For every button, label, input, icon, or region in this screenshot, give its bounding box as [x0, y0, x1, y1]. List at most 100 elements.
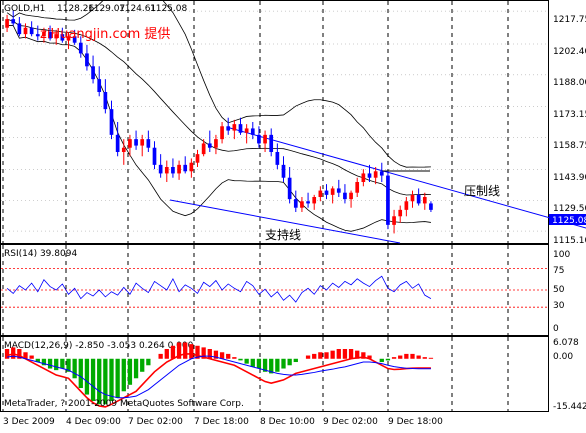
- candle-body: [11, 19, 16, 24]
- current-price-label: 1125.08: [552, 216, 586, 226]
- candle-body: [140, 139, 145, 146]
- candle-body: [293, 199, 298, 208]
- candle-body: [336, 188, 341, 193]
- candle-body: [97, 79, 102, 92]
- candle-body: [269, 134, 274, 152]
- candle-body: [78, 42, 83, 54]
- candle-body: [158, 164, 163, 174]
- candle-body: [189, 162, 194, 172]
- macd-pane-border: [0, 336, 549, 412]
- candle-body: [183, 164, 188, 172]
- candle-body: [306, 201, 310, 204]
- candle-body: [109, 109, 114, 135]
- y-tick-label: 1158.75: [553, 141, 586, 151]
- candle-body: [300, 201, 304, 208]
- rsi-line-path: [6, 275, 432, 303]
- bollinger-upper-line: [6, 0, 431, 168]
- rsi-tick-label: 100: [553, 250, 570, 260]
- candle-body: [257, 134, 261, 144]
- macd-signal-line: [6, 355, 431, 399]
- x-tick-label: 3 Dec 2009: [3, 417, 55, 427]
- bollinger-middle-line: [6, 18, 431, 196]
- time-axis: 3 Dec 2009 4 Dec 09:00 7 Dec 02:00 7 Dec…: [3, 417, 443, 427]
- candle-body: [5, 19, 9, 28]
- candlesticks: [5, 10, 433, 234]
- candle-body: [134, 139, 138, 146]
- candle-body: [177, 164, 181, 174]
- candle-body: [379, 171, 384, 176]
- y-tick-label: 1129.50: [553, 204, 586, 214]
- candle-body: [103, 92, 108, 110]
- candle-body: [422, 197, 427, 204]
- candle-body: [404, 201, 409, 210]
- rsi-axis: 100 75 50 30 0: [553, 250, 570, 334]
- candle-body: [312, 197, 317, 204]
- rsi-pane-border: [0, 244, 549, 336]
- candle-body: [226, 126, 231, 131]
- candle-body: [91, 66, 95, 80]
- candle-body: [263, 134, 267, 144]
- candle-body: [392, 216, 396, 225]
- resistance-label: 压制线: [464, 184, 500, 198]
- candle-body: [410, 194, 415, 202]
- rsi-tick-label: 0: [553, 324, 559, 334]
- price-axis: 1217.75 1202.40 1188.00 1173.15 1158.75 …: [553, 15, 586, 246]
- rsi-levels: [1, 268, 548, 308]
- x-tick-label: 4 Dec 09:00: [66, 417, 121, 427]
- y-tick-label: 1115.10: [553, 236, 586, 246]
- candle-body: [214, 139, 218, 148]
- current-price-box: [549, 214, 586, 225]
- x-tick-label: 7 Dec 02:00: [128, 417, 183, 427]
- copyright: MetaTrader, ? 2001-2009 MetaQuotes Softw…: [4, 399, 244, 409]
- candle-body: [146, 139, 151, 148]
- candle-body: [164, 167, 169, 174]
- candle-body: [429, 203, 433, 210]
- bollinger-bands: [6, 0, 431, 232]
- candle-body: [330, 188, 335, 195]
- y-tick-label: 1188.00: [553, 78, 586, 88]
- macd-tick-label: 0.00: [553, 352, 573, 362]
- candle-body: [23, 27, 28, 35]
- candle-body: [60, 34, 65, 41]
- rsi-tick-label: 30: [553, 301, 565, 311]
- candle-body: [121, 147, 126, 152]
- x-tick-label: 8 Dec 10:00: [260, 417, 315, 427]
- support-trendline: [169, 199, 401, 244]
- candle-body: [287, 177, 292, 200]
- macd-main-line: [6, 353, 431, 408]
- rsi-tick-label: 75: [553, 266, 564, 276]
- candle-body: [207, 143, 212, 148]
- open-value: 1128.26: [57, 4, 94, 14]
- low-value: 1124.61: [119, 4, 156, 14]
- grid-layer: [1, 1, 548, 411]
- macd-label: MACD(12,26,9) -2.850 -3.053 0.264 0.000: [4, 341, 194, 351]
- macd-axis: 6.078 0.00 -15.442: [553, 338, 586, 412]
- candle-body: [361, 173, 366, 182]
- symbol-timeframe: GOLD,H1: [4, 4, 45, 14]
- candle-body: [72, 36, 77, 43]
- rsi-tick-label: 50: [553, 285, 565, 295]
- candle-body: [54, 34, 59, 39]
- y-tick-label: 1202.40: [553, 47, 586, 57]
- candle-body: [195, 154, 200, 163]
- price-pane-border: [0, 0, 549, 244]
- y-tick-label: 1217.75: [553, 15, 586, 25]
- candle-body: [386, 175, 390, 225]
- candle-body: [232, 124, 237, 131]
- bollinger-lower-line: [7, 25, 431, 232]
- candle-body: [373, 171, 378, 178]
- candle-body: [281, 164, 286, 178]
- rsi-line: [6, 275, 432, 303]
- price-header: GOLD,H1 1128.26 1129.07 1124.61 1125.08: [4, 4, 187, 14]
- rsi-label: RSI(14) 39.8094: [4, 249, 77, 259]
- candle-body: [17, 23, 22, 35]
- x-tick-label: 9 Dec 02:00: [323, 417, 378, 427]
- candle-body: [275, 152, 280, 165]
- close-value: 1125.08: [150, 4, 187, 14]
- candle-body: [85, 53, 89, 67]
- candle-body: [152, 147, 157, 165]
- x-tick-label: 7 Dec 18:00: [194, 417, 249, 427]
- macd-indicator: [4, 342, 434, 408]
